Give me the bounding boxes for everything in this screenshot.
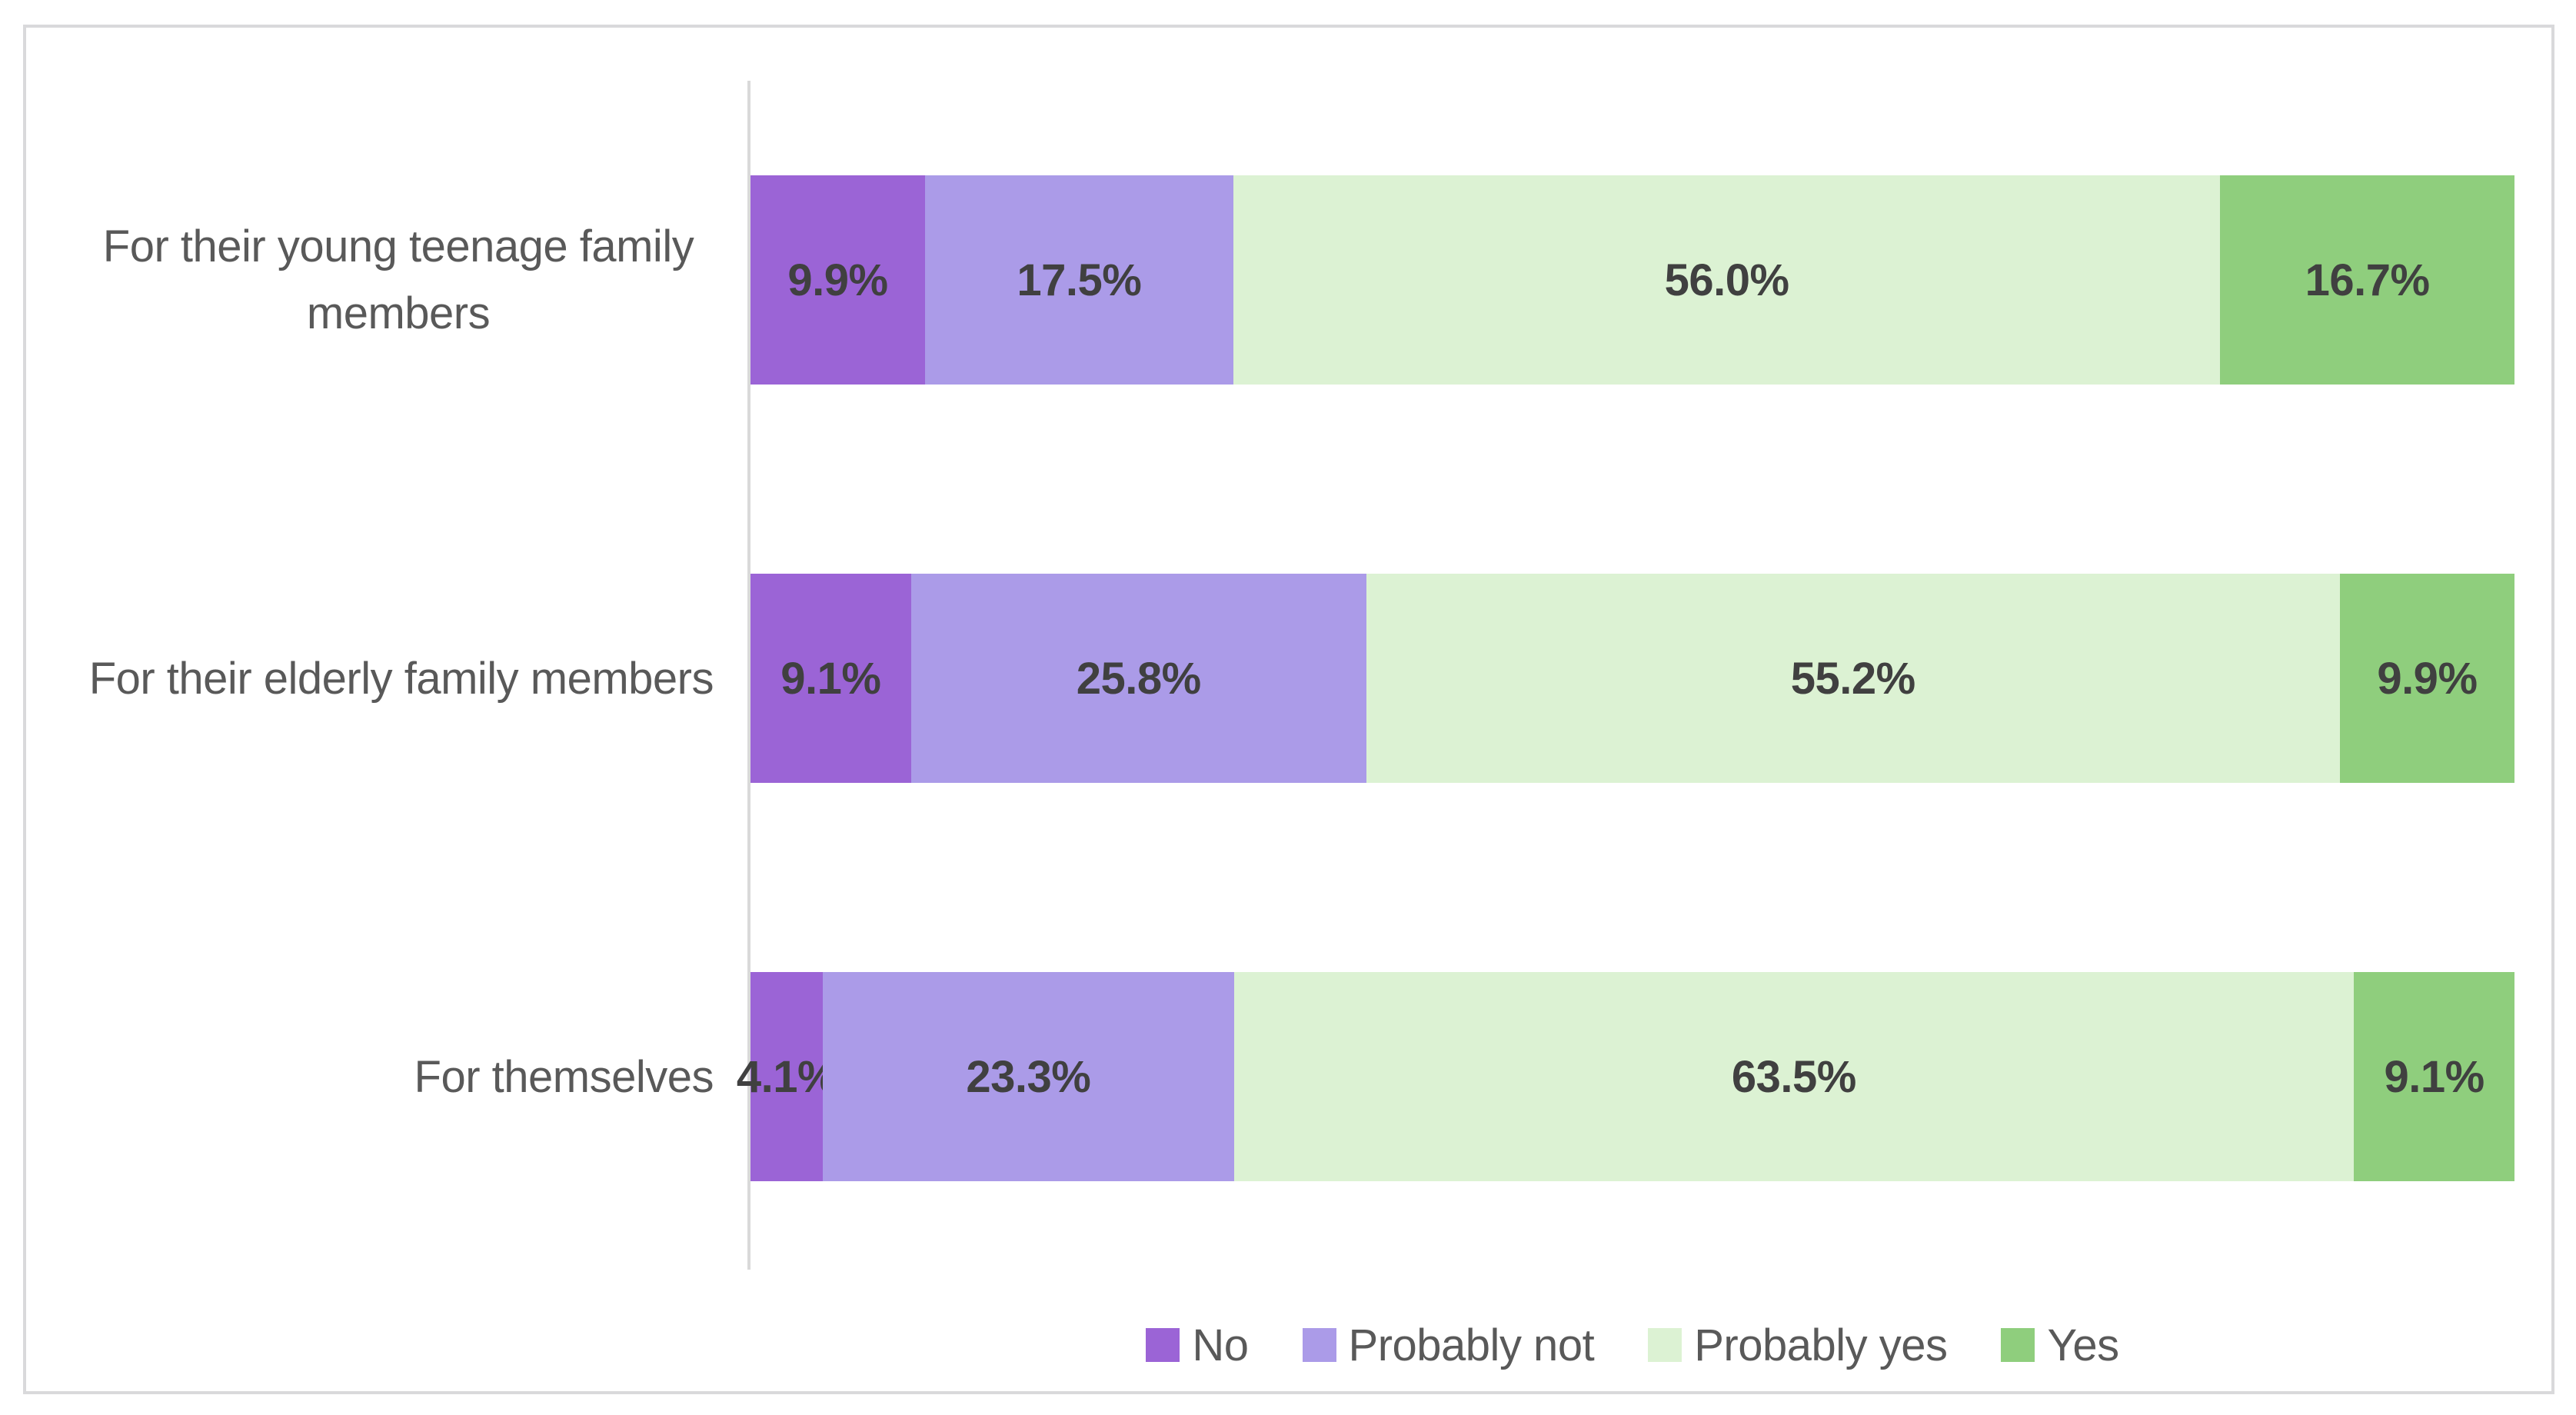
legend-swatch-no (1146, 1328, 1180, 1362)
segment-value-label: 16.7% (2305, 255, 2430, 305)
category-label-text: For themselves (414, 1051, 714, 1102)
segment-value-label: 9.1% (2384, 1051, 2485, 1102)
legend-label: Yes (2047, 1320, 2119, 1370)
segment-value-label: 25.8% (1076, 653, 1201, 704)
bar-area: 9.1% 25.8% 55.2% 9.9% (751, 479, 2514, 877)
segment-value-label: 23.3% (966, 1051, 1091, 1102)
category-label-text: For their young teenage family members (102, 221, 694, 338)
legend-item-probably-not: Probably not (1302, 1320, 1595, 1371)
segment-value-label: 63.5% (1731, 1051, 1856, 1102)
segment-value-label: 9.9% (787, 255, 888, 305)
bar-segment-no: 4.1% (737, 972, 837, 1181)
segment-value-label: 9.9% (2377, 653, 2478, 704)
bar-segment-yes: 16.7% (2220, 175, 2514, 385)
category-label: For their elderly family members (26, 645, 751, 712)
legend-label: Probably yes (1694, 1320, 1948, 1370)
plot-area: For their young teenage family members 9.… (26, 28, 2551, 1391)
segment-value-label: 56.0% (1664, 255, 1789, 305)
category-row: For their young teenage family members 9.… (26, 81, 2514, 479)
legend-swatch-yes (2001, 1328, 2035, 1362)
bar-segment-yes: 9.9% (2339, 574, 2514, 783)
category-row: For themselves 4.1% 23.3% 63.5% 9.1% (26, 877, 2514, 1276)
legend-item-probably-yes: Probably yes (1648, 1320, 1948, 1371)
bar-segment-probably-not: 17.5% (924, 175, 1233, 385)
segment-value-label: 4.1% (736, 1051, 837, 1102)
legend-item-yes: Yes (2001, 1320, 2119, 1371)
bar-segment-no: 9.9% (751, 175, 925, 385)
legend-swatch-probably-yes (1648, 1328, 1682, 1362)
stacked-bar: 9.9% 17.5% 56.0% 16.7% (751, 175, 2514, 385)
bar-segment-no: 9.1% (751, 574, 911, 783)
legend-label: Probably not (1348, 1320, 1595, 1370)
chart-card: For their young teenage family members 9.… (23, 25, 2554, 1394)
bar-segment-probably-not: 25.8% (910, 574, 1366, 783)
category-label: For their young teenage family members (26, 213, 751, 347)
legend-swatch-probably-not (1302, 1328, 1336, 1362)
segment-value-label: 17.5% (1017, 255, 1142, 305)
bar-area: 9.9% 17.5% 56.0% 16.7% (751, 81, 2514, 479)
bar-rows: For their young teenage family members 9.… (26, 81, 2514, 1276)
bar-segment-probably-not: 23.3% (823, 972, 1234, 1181)
legend-label: No (1192, 1320, 1249, 1370)
stacked-bar: 9.1% 25.8% 55.2% 9.9% (751, 574, 2514, 783)
stacked-bar: 4.1% 23.3% 63.5% 9.1% (737, 972, 2514, 1181)
bar-segment-probably-yes: 55.2% (1366, 574, 2340, 783)
bar-segment-probably-yes: 63.5% (1233, 972, 2355, 1181)
segment-value-label: 55.2% (1790, 653, 1915, 704)
category-row: For their elderly family members 9.1% 25.8… (26, 479, 2514, 877)
bar-area: 4.1% 23.3% 63.5% 9.1% (737, 877, 2514, 1276)
bar-segment-probably-yes: 56.0% (1233, 175, 2221, 385)
category-label: For themselves (26, 1044, 751, 1110)
category-label-text: For their elderly family members (88, 653, 714, 704)
y-axis-line (747, 81, 751, 1270)
bar-segment-yes: 9.1% (2354, 972, 2514, 1181)
legend: No Probably not Probably yes Yes (751, 1310, 2514, 1380)
legend-item-no: No (1146, 1320, 1249, 1371)
segment-value-label: 9.1% (780, 653, 881, 704)
